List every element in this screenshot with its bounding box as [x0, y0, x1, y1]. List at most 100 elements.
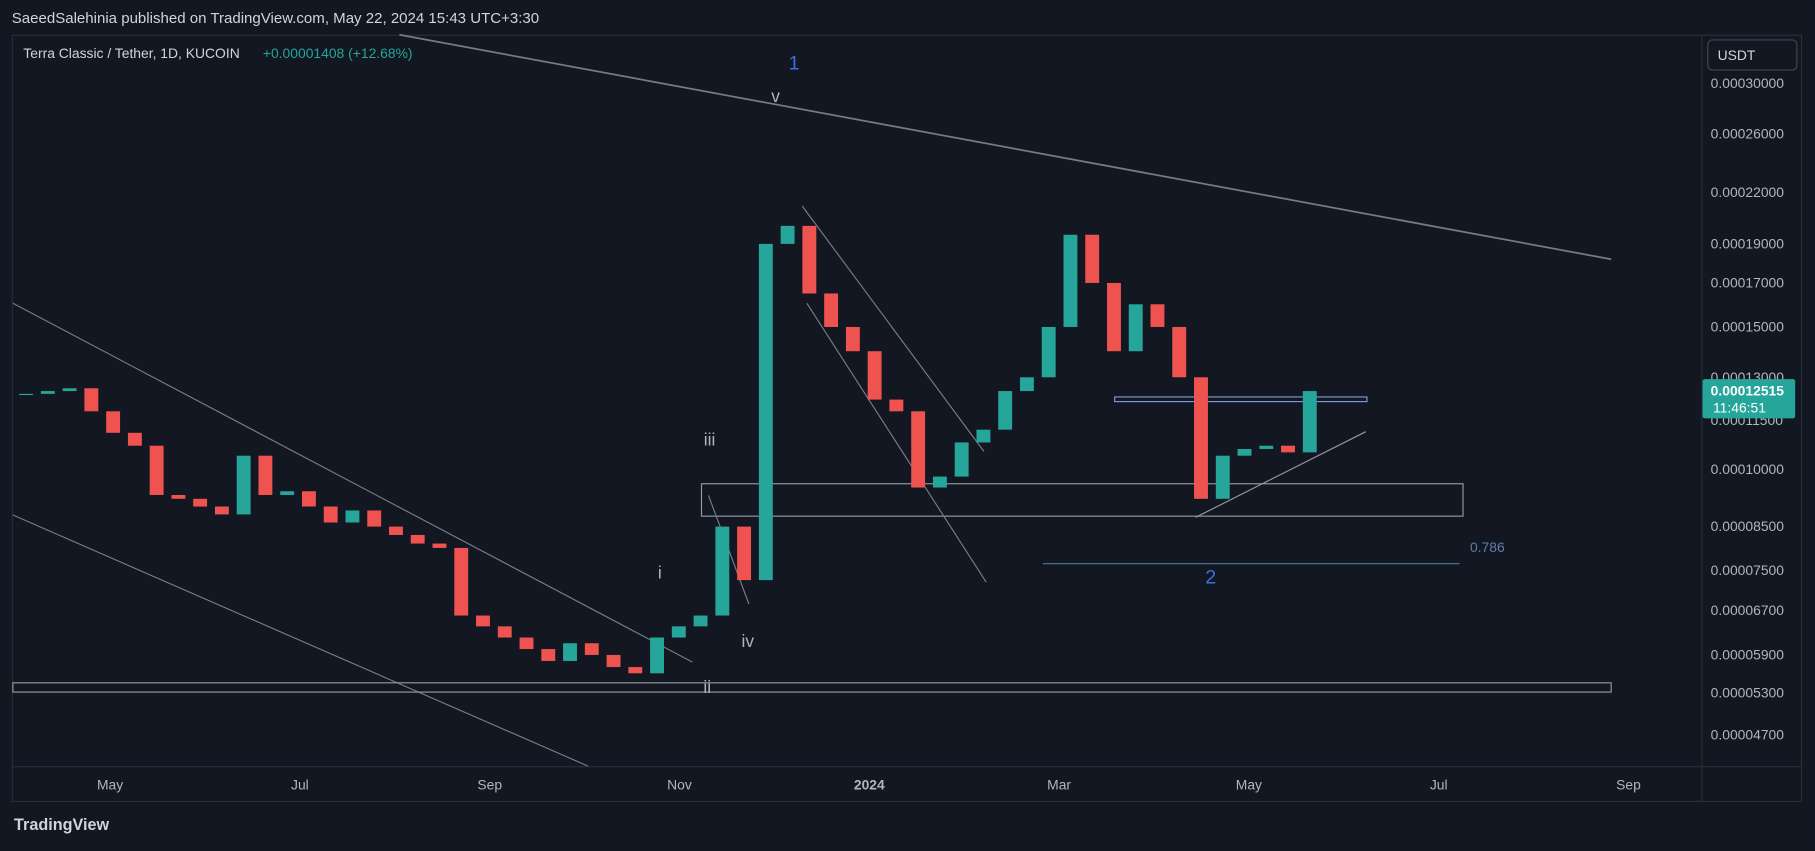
y-tick-label: 0.00006700 — [1711, 602, 1785, 618]
candle — [1085, 234, 1100, 283]
candle — [106, 411, 121, 433]
candle — [563, 643, 577, 661]
candle — [1172, 326, 1187, 378]
candle — [127, 432, 142, 446]
x-tick-label: Sep — [1616, 776, 1641, 792]
candle — [389, 526, 403, 535]
candle — [149, 445, 164, 496]
candle — [911, 411, 926, 488]
annotation: 1 — [789, 52, 800, 74]
candle — [236, 455, 251, 515]
annotation: 0.786 — [1470, 539, 1505, 555]
channel-line — [12, 302, 693, 663]
countdown: 11:46:51 — [1713, 400, 1766, 416]
candle — [606, 654, 621, 668]
y-tick-label: 0.00030000 — [1711, 75, 1785, 91]
x-tick-label: 2024 — [854, 776, 885, 792]
candle — [1063, 234, 1078, 327]
x-tick-label: May — [97, 776, 123, 792]
x-tick-label: Nov — [667, 776, 692, 792]
candle — [693, 615, 708, 627]
y-tick-label: 0.00005900 — [1711, 647, 1785, 663]
candle — [715, 526, 730, 616]
candle — [410, 534, 425, 544]
candle — [889, 399, 904, 412]
wedge-line — [801, 205, 985, 452]
annotation: v — [771, 86, 780, 106]
change: +0.00001408 (+12.68%) — [263, 45, 413, 61]
x-tick-label: Mar — [1047, 776, 1071, 792]
candle — [62, 388, 77, 392]
candle — [584, 643, 599, 655]
candle — [541, 649, 556, 661]
last-price: 0.00012515 — [1711, 382, 1785, 398]
candle — [171, 495, 186, 499]
candle — [845, 326, 860, 352]
y-tick-label: 0.00017000 — [1711, 275, 1785, 291]
currency[interactable]: USDT — [1718, 47, 1756, 63]
x-tick-label: May — [1236, 776, 1262, 792]
candle — [258, 455, 273, 496]
trend-line — [399, 33, 1612, 261]
candle — [1041, 326, 1056, 378]
candle — [193, 498, 208, 507]
candle — [301, 491, 316, 507]
y-tick-label: 0.00026000 — [1711, 125, 1785, 141]
candle — [432, 543, 447, 548]
candle — [802, 225, 817, 294]
publisher: SaeedSalehinia published on TradingView.… — [12, 10, 539, 27]
candle — [932, 476, 947, 488]
candle — [345, 510, 360, 523]
candle — [998, 391, 1013, 430]
candle — [1281, 445, 1295, 453]
y-tick-label: 0.00005300 — [1711, 684, 1785, 700]
wedge-line — [806, 302, 987, 583]
y-tick-label: 0.00004700 — [1711, 727, 1785, 743]
candle — [1237, 449, 1252, 456]
candle — [954, 442, 969, 477]
y-tick-label: 0.00007500 — [1711, 562, 1785, 578]
support-line — [1195, 431, 1367, 518]
x-tick-label: Jul — [1430, 776, 1448, 792]
candle — [1215, 455, 1230, 499]
candle — [1128, 304, 1143, 352]
candle — [323, 506, 338, 523]
candle — [454, 547, 469, 616]
candle — [497, 626, 512, 638]
x-tick-label: Jul — [291, 776, 309, 792]
y-tick-label: 0.00019000 — [1711, 236, 1785, 252]
zone — [1114, 396, 1368, 403]
candle — [1302, 391, 1317, 453]
candle — [84, 388, 99, 412]
candle — [40, 391, 55, 394]
y-tick-label: 0.00015000 — [1711, 319, 1785, 335]
candle — [976, 429, 991, 443]
candles — [19, 225, 1317, 674]
candle — [758, 243, 773, 581]
candle — [1107, 282, 1121, 352]
candle — [737, 526, 752, 581]
candle — [367, 510, 382, 527]
candle — [19, 393, 34, 396]
y-tick-label: 0.00022000 — [1711, 184, 1785, 200]
zone — [12, 682, 1612, 693]
currency-button[interactable] — [1707, 39, 1798, 71]
channel-line — [12, 514, 589, 767]
candle — [1019, 377, 1034, 392]
candle — [476, 615, 490, 627]
y-tick-label: 0.00010000 — [1711, 461, 1785, 477]
drawings — [12, 33, 1612, 767]
annotation: iii — [704, 430, 716, 450]
candle — [780, 225, 795, 244]
candle — [519, 637, 534, 650]
annotation: 2 — [1205, 566, 1216, 588]
zone — [700, 483, 1464, 517]
candle — [824, 293, 839, 327]
brand: TradingView — [14, 816, 109, 834]
candle — [1259, 445, 1274, 450]
annotation: iv — [742, 631, 755, 651]
x-tick-label: Sep — [477, 776, 502, 792]
candle — [1194, 377, 1208, 499]
